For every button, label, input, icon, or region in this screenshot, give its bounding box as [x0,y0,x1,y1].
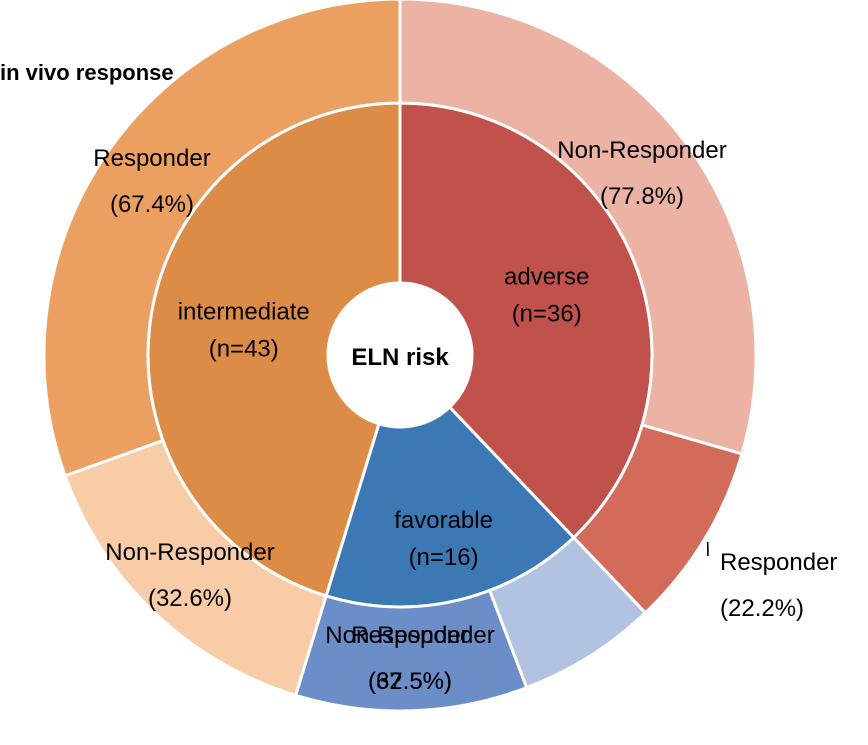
inner-count-favorable: (n=16) [409,544,479,571]
labels: adverse (n=36) favorable (n=16) intermediate… [93,137,837,695]
outer-label-intermediate-non-responder: Non-Responder [105,539,274,566]
center-label: ELN risk [351,344,449,371]
inner-label-intermediate: intermediate [178,299,310,326]
outer-label-favorable-non-responder: Non-Responder [325,622,494,649]
outer-slice-intermediate-responder [42,0,402,478]
rings [42,0,758,713]
outer-label-favorable-responder: Responder [351,622,468,649]
inner-label-adverse: adverse [504,263,589,290]
inner-label-favorable: favorable [394,507,493,534]
outer-pct-favorable-non-responder: (37.5%) [368,668,452,695]
outer-label-adverse-responder: Responder [720,549,837,576]
inner-count-intermediate: (n=43) [209,336,279,363]
inner-count-adverse: (n=36) [512,300,582,327]
center-hole [328,283,472,427]
outer-slice-adverse-non-responder [398,0,758,456]
outer-label-adverse-non-responder: Non-Responder [557,137,726,164]
outer-pct-intermediate-responder: (67.4%) [110,191,194,218]
outer-label-intermediate-responder: Responder [93,145,210,172]
outer-pct-adverse-responder: (22.2%) [720,595,804,622]
outer-ring-title: in vivo response [0,60,174,85]
outer-pct-adverse-non-responder: (77.8%) [600,183,684,210]
outer-pct-favorable-responder: (62.5%) [368,668,452,695]
outer-pct-intermediate-non-responder: (32.6%) [148,585,232,612]
